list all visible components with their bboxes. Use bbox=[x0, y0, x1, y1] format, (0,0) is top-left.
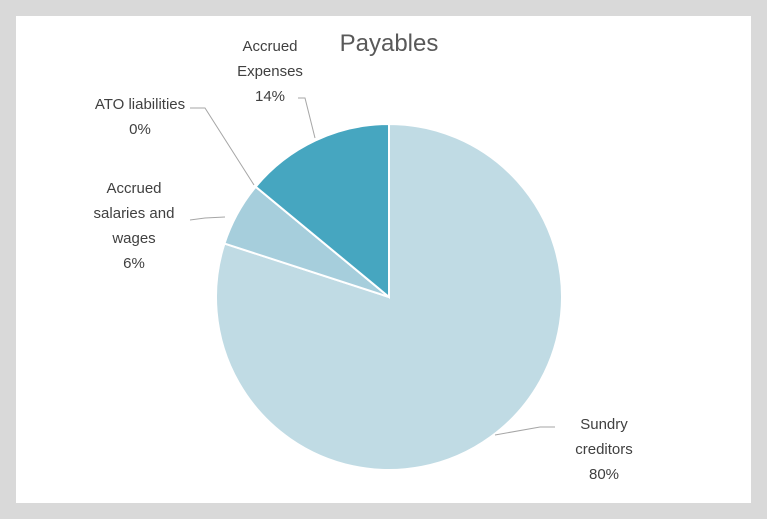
category-label: Accrued Expenses bbox=[237, 38, 303, 80]
value-label: 80% bbox=[588, 466, 620, 483]
value-label: 14% bbox=[254, 88, 286, 105]
data-label: ATO liabilities 0% bbox=[75, 92, 205, 142]
leader-line bbox=[190, 107, 255, 186]
category-label: ATO liabilities bbox=[94, 96, 186, 113]
category-label: Accrued salaries and wages bbox=[93, 180, 175, 247]
data-label: Accrued Expenses 14% bbox=[230, 34, 310, 109]
leader-line bbox=[494, 426, 555, 436]
value-label: 6% bbox=[123, 255, 145, 272]
pie-slice bbox=[254, 122, 390, 300]
data-label: Sundry creditors 80% bbox=[564, 412, 644, 487]
chart-title: Payables bbox=[339, 30, 439, 57]
leader-line bbox=[298, 97, 316, 139]
category-label: Sundry creditors bbox=[575, 416, 633, 458]
leader-line bbox=[189, 216, 226, 221]
data-label: Accrued salaries and wages 6% bbox=[84, 176, 184, 276]
value-label: 0% bbox=[129, 121, 151, 138]
